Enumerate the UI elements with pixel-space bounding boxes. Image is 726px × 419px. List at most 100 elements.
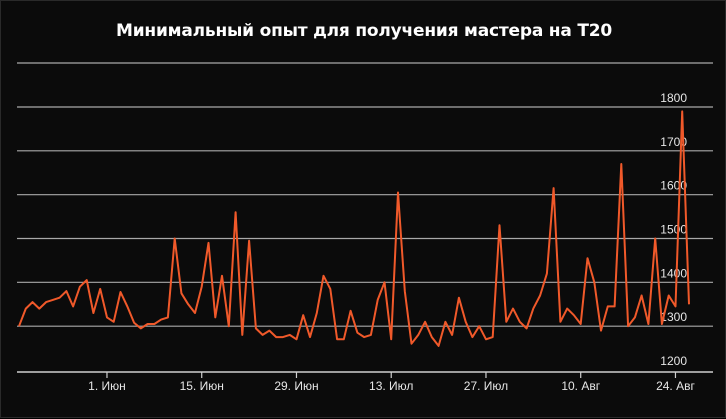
data-point-38 xyxy=(275,336,277,338)
data-point-32 xyxy=(235,211,237,213)
data-point-36 xyxy=(262,334,264,336)
data-point-89 xyxy=(620,163,622,165)
y-tick-label-1800: 1800 xyxy=(660,91,687,105)
data-point-46 xyxy=(329,288,331,290)
data-point-72 xyxy=(505,321,507,323)
data-point-93 xyxy=(647,323,649,325)
data-point-70 xyxy=(492,336,494,338)
data-point-41 xyxy=(296,338,298,340)
data-point-27 xyxy=(201,286,203,288)
data-point-23 xyxy=(174,238,176,240)
data-point-74 xyxy=(519,321,521,323)
x-tick-label-5: 10. Авг xyxy=(561,379,600,393)
data-point-58 xyxy=(411,343,413,345)
data-point-53 xyxy=(377,299,379,301)
x-tick-label-4: 27. Июл xyxy=(464,379,508,393)
data-point-59 xyxy=(417,334,419,336)
data-point-83 xyxy=(580,323,582,325)
data-point-61 xyxy=(431,336,433,338)
data-point-22 xyxy=(167,316,169,318)
data-point-97 xyxy=(675,305,677,307)
data-point-55 xyxy=(390,338,392,340)
data-point-62 xyxy=(438,345,440,347)
data-point-56 xyxy=(397,192,399,194)
data-point-95 xyxy=(661,323,663,325)
y-tick-label-1400: 1400 xyxy=(660,266,687,280)
y-tick-label-1600: 1600 xyxy=(660,179,687,193)
data-point-60 xyxy=(424,321,426,323)
x-tick-label-2: 29. Июн xyxy=(274,379,318,393)
data-point-0 xyxy=(18,325,20,327)
data-point-10 xyxy=(86,279,88,281)
data-point-77 xyxy=(539,295,541,297)
data-point-45 xyxy=(323,275,325,277)
data-point-31 xyxy=(228,325,230,327)
chart-title: Минимальный опыт для получения мастера н… xyxy=(115,21,612,41)
data-point-35 xyxy=(255,327,257,329)
data-point-37 xyxy=(268,330,270,332)
data-point-52 xyxy=(370,334,372,336)
data-point-19 xyxy=(147,323,149,325)
data-point-69 xyxy=(485,338,487,340)
data-point-81 xyxy=(566,308,568,310)
data-point-15 xyxy=(120,291,122,293)
data-point-66 xyxy=(465,321,467,323)
data-point-50 xyxy=(356,332,358,334)
data-point-4 xyxy=(45,301,47,303)
data-point-16 xyxy=(126,305,128,307)
data-point-2 xyxy=(32,301,34,303)
data-point-82 xyxy=(573,314,575,316)
x-axis: 1. Июн 15. Июн 29. Июн 13. Июл 27. Июл 10. Ав… xyxy=(17,371,713,393)
data-point-34 xyxy=(248,240,250,242)
data-point-40 xyxy=(289,334,291,336)
data-point-39 xyxy=(282,336,284,338)
data-point-63 xyxy=(444,321,446,323)
data-point-94 xyxy=(654,238,656,240)
data-point-44 xyxy=(316,312,318,314)
data-point-8 xyxy=(72,305,74,307)
data-point-86 xyxy=(600,330,602,332)
data-point-75 xyxy=(526,327,528,329)
data-point-85 xyxy=(593,281,595,283)
data-point-28 xyxy=(208,242,210,244)
data-point-71 xyxy=(499,224,501,226)
data-point-24 xyxy=(180,292,182,294)
data-point-17 xyxy=(133,322,135,324)
x-tick-label-0: 1. Июн xyxy=(88,379,126,393)
data-point-51 xyxy=(363,336,365,338)
data-point-5 xyxy=(52,299,54,301)
y-tick-label-1500: 1500 xyxy=(660,223,687,237)
data-point-21 xyxy=(160,319,162,321)
data-point-3 xyxy=(38,308,40,310)
x-tick-label-6: 24. Авг xyxy=(656,379,695,393)
x-tick-label-1: 15. Июн xyxy=(180,379,224,393)
data-point-42 xyxy=(302,314,304,316)
data-point-25 xyxy=(187,303,189,305)
grid-lines xyxy=(17,62,713,327)
data-point-68 xyxy=(478,325,480,327)
data-point-96 xyxy=(668,295,670,297)
data-point-30 xyxy=(221,275,223,277)
data-point-99 xyxy=(688,303,690,305)
data-point-12 xyxy=(99,288,101,290)
data-point-1 xyxy=(25,308,27,310)
data-point-29 xyxy=(214,316,216,318)
data-point-43 xyxy=(309,336,311,338)
data-point-87 xyxy=(607,305,609,307)
data-point-65 xyxy=(458,297,460,299)
series-group xyxy=(18,110,690,347)
data-point-7 xyxy=(65,290,67,292)
data-point-54 xyxy=(384,281,386,283)
data-point-98 xyxy=(681,110,683,112)
data-point-76 xyxy=(532,308,534,310)
data-point-90 xyxy=(627,325,629,327)
series-line xyxy=(18,110,690,347)
data-point-6 xyxy=(59,297,61,299)
data-point-11 xyxy=(92,312,94,314)
data-point-92 xyxy=(641,295,643,297)
data-point-9 xyxy=(79,286,81,288)
data-point-20 xyxy=(153,323,155,325)
